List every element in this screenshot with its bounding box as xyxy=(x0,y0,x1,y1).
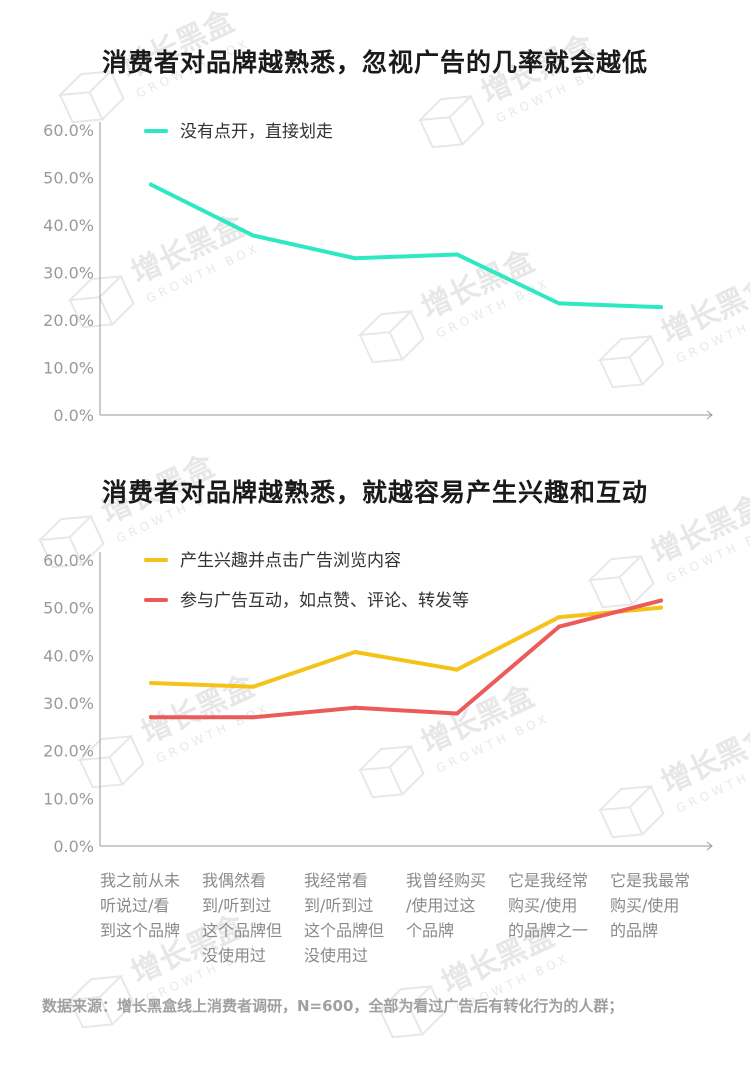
watermark-box-icon xyxy=(67,275,135,329)
data-point xyxy=(149,182,153,187)
data-point xyxy=(557,624,561,629)
watermark-box-icon xyxy=(67,975,135,1029)
data-point xyxy=(455,667,459,672)
x-tick-label-line: 没使用过 xyxy=(202,946,266,965)
x-axis-arrow xyxy=(706,841,713,851)
data-point xyxy=(149,715,153,720)
x-tick-label-line: 它是我最常 xyxy=(610,871,690,890)
x-tick-label-line: 购买/使用 xyxy=(610,896,679,915)
x-tick-label-line: 它是我经常 xyxy=(508,871,588,890)
x-tick-label-line: 这个品牌但 xyxy=(202,921,282,940)
x-tick-label: 我之前从未听说过/看到这个品牌 xyxy=(100,871,180,940)
watermark-box-icon xyxy=(597,335,665,389)
x-tick-label-line: 我经常看 xyxy=(304,871,368,890)
x-tick-label-line: 的品牌 xyxy=(610,921,658,940)
data-point xyxy=(557,615,561,620)
data-point xyxy=(353,649,357,654)
y-tick-label: 60.0% xyxy=(43,551,94,570)
watermark-box-icon xyxy=(57,70,125,124)
data-point xyxy=(251,715,255,720)
y-tick-label: 0.0% xyxy=(53,837,94,856)
x-tick-label: 它是我最常购买/使用的品牌 xyxy=(610,871,690,940)
x-tick-label-line: 没使用过 xyxy=(304,946,368,965)
x-tick-label-line: 购买/使用 xyxy=(508,896,577,915)
series-line xyxy=(149,598,663,720)
y-tick-label: 0.0% xyxy=(53,406,94,425)
y-tick-label: 20.0% xyxy=(43,311,94,330)
y-tick-label: 50.0% xyxy=(43,169,94,188)
x-tick-label-line: 到这个品牌 xyxy=(100,921,180,940)
watermark-box-icon xyxy=(357,745,425,799)
y-tick-label: 60.0% xyxy=(43,121,94,140)
x-tick-label: 我经常看到/听到过这个品牌但没使用过 xyxy=(304,871,384,965)
watermark-box-icon xyxy=(357,310,425,364)
y-tick-label: 40.0% xyxy=(43,646,94,665)
watermark-box-icon xyxy=(377,985,445,1039)
data-point xyxy=(557,301,561,306)
y-tick-label: 10.0% xyxy=(43,789,94,808)
x-tick-label-line: 这个品牌但 xyxy=(304,921,384,940)
watermark-box-icon xyxy=(587,555,655,609)
y-tick-label: 30.0% xyxy=(43,694,94,713)
x-tick-label-line: 听说过/看 xyxy=(100,896,169,915)
x-tick-label: 我曾经购买/使用过这个品牌 xyxy=(406,871,486,940)
chart-1-plot: 0.0% 10.0% 20.0% 30.0% 40.0% 50.0% 60.0% 没有点开，直… xyxy=(43,121,713,425)
y-tick-label: 30.0% xyxy=(43,264,94,283)
x-tick-label-line: 的品牌之一 xyxy=(508,921,588,940)
x-axis-arrow xyxy=(706,410,713,420)
data-point xyxy=(659,605,663,610)
x-tick-label: 它是我经常购买/使用的品牌之一 xyxy=(508,871,588,940)
watermark-box-icon xyxy=(417,95,485,149)
data-point xyxy=(659,598,663,603)
y-tick-label: 20.0% xyxy=(43,742,94,761)
watermark-box-icon xyxy=(597,785,665,839)
chart-2-title: 消费者对品牌越熟悉，就越容易产生兴趣和互动 xyxy=(101,478,648,507)
x-tick-label-line: 个品牌 xyxy=(406,921,454,940)
y-tick-label: 50.0% xyxy=(43,599,94,618)
x-tick-label-line: /使用过这 xyxy=(406,896,475,915)
series-line xyxy=(149,182,663,310)
x-tick-label-line: 我曾经购买 xyxy=(406,871,486,890)
chart-1-title: 消费者对品牌越熟悉，忽视广告的几率就会越低 xyxy=(101,48,648,77)
y-tick-label: 40.0% xyxy=(43,216,94,235)
data-point xyxy=(353,705,357,710)
series-line xyxy=(149,605,663,689)
x-tick-label-line: 我之前从未 xyxy=(100,871,180,890)
x-tick-label-line: 到/听到过 xyxy=(304,896,373,915)
data-point xyxy=(455,711,459,716)
data-point xyxy=(149,680,153,685)
legend-label: 产生兴趣并点击广告浏览内容 xyxy=(180,551,401,571)
y-tick-label: 10.0% xyxy=(43,359,94,378)
data-point xyxy=(659,305,663,310)
legend-label: 没有点开，直接划走 xyxy=(180,122,333,142)
watermark-box-icon xyxy=(37,515,105,569)
x-tick-label-line: 到/听到过 xyxy=(202,896,271,915)
data-point xyxy=(353,256,357,261)
source-note: 数据来源：增长黑盒线上消费者调研，N=600，全部为看过广告后有转化行为的人群； xyxy=(42,997,624,1015)
x-tick-label: 我偶然看到/听到过这个品牌但没使用过 xyxy=(202,871,282,965)
data-point xyxy=(251,684,255,689)
data-point xyxy=(251,233,255,238)
x-tick-label-line: 我偶然看 xyxy=(202,871,266,890)
data-point xyxy=(455,252,459,257)
legend-label: 参与广告互动，如点赞、评论、转发等 xyxy=(180,591,469,611)
